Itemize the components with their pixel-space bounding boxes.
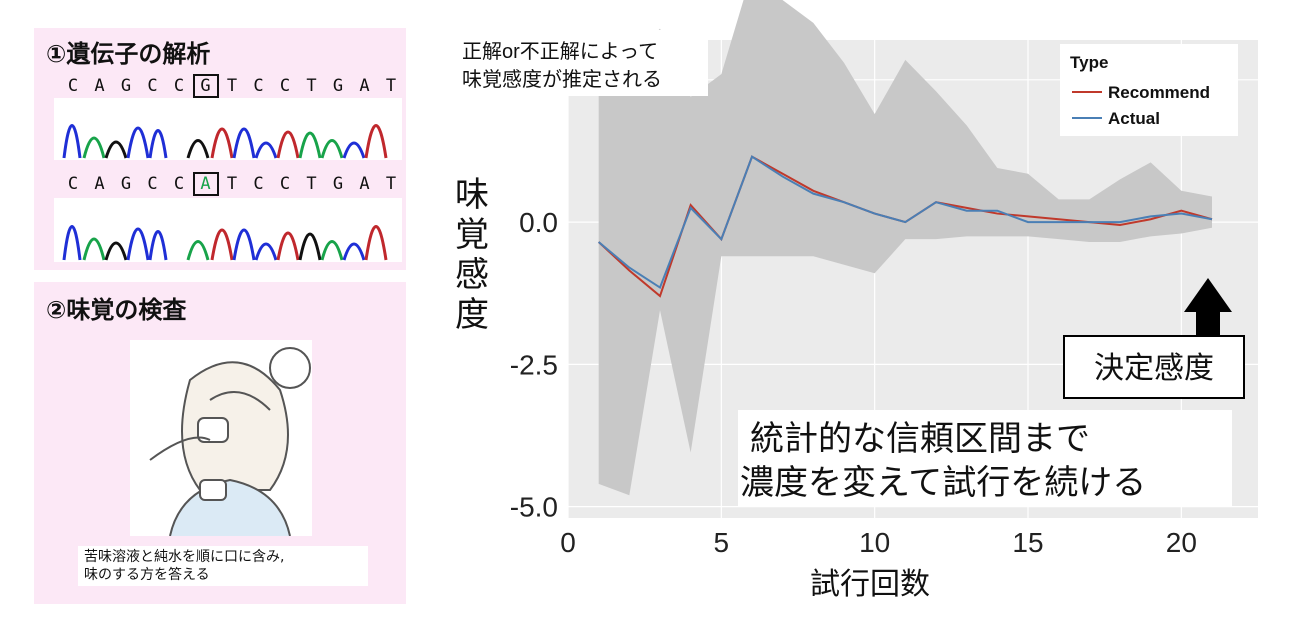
y-axis-label-char: 覚 <box>455 216 489 254</box>
arrow-up-icon <box>1184 278 1232 348</box>
sequence-base: C <box>173 76 185 96</box>
y-axis-label-char: 味 <box>455 176 489 214</box>
y-axis-label-char: 感 <box>455 256 489 294</box>
bottom-note-line-1: 統計的な信頼区間まで <box>750 420 1090 458</box>
sequence-base: A <box>94 174 105 194</box>
taste-sensitivity-chart: 051015202.50.0-2.5-5.0 試行回数 味覚感度 正解or不正解… <box>455 0 1258 601</box>
gene-panel-title: ①遺伝子の解析 <box>46 40 211 68</box>
top-note-line-1: 正解or不正解によって <box>462 40 658 63</box>
sequence-base: G <box>192 74 219 98</box>
taste-panel-title: ②味覚の検査 <box>46 296 187 324</box>
sequence-base: G <box>332 76 344 96</box>
sequence-base: G <box>332 174 344 194</box>
sequence-base: C <box>67 174 79 194</box>
y-axis-label-char: 度 <box>455 296 489 334</box>
final-sensitivity-label: 決定感度 <box>1094 352 1214 385</box>
sequence-base: C <box>279 174 291 194</box>
legend-title: Type <box>1070 53 1108 72</box>
x-tick-label: 15 <box>1012 527 1043 558</box>
x-tick-label: 20 <box>1166 527 1197 558</box>
confidence-interval-band <box>598 0 1212 496</box>
x-tick-label: 10 <box>859 527 890 558</box>
sequence-base: T <box>306 76 317 96</box>
sequence-base: C <box>253 76 264 96</box>
x-axis-label: 試行回数 <box>810 568 930 601</box>
sequence-base: T <box>306 174 317 194</box>
legend-item-actual: Actual <box>1108 109 1160 128</box>
final-sensitivity-box <box>1063 335 1245 399</box>
x-tick-label: 0 <box>560 527 576 558</box>
bottom-note-line-2: 濃度を変えて試行を続ける <box>740 464 1146 502</box>
y-tick-label: -2.5 <box>510 349 558 380</box>
legend: Type Recommend Actual <box>1060 44 1238 136</box>
y-axis-label: 味覚感度 <box>455 176 489 334</box>
sequence-base: C <box>253 174 264 194</box>
sequence-base: C <box>147 76 158 96</box>
sequence-base: G <box>120 76 132 96</box>
y-tick-label: -5.0 <box>510 492 558 523</box>
sequence-base: A <box>359 76 370 96</box>
sequence-base: A <box>359 174 370 194</box>
chromatogram-trace-1 <box>54 98 402 160</box>
taste-test-panel: ②味覚の検査 苦味溶液と純水を順に口に含み, 味のする方を答える <box>34 282 406 604</box>
sequence-base: G <box>120 174 132 194</box>
sequence-base: A <box>192 172 219 196</box>
caption-line-1: 苦味溶液と純水を順に口に含み, <box>84 549 285 565</box>
legend-item-recommend: Recommend <box>1108 83 1210 102</box>
taste-instruction-caption: 苦味溶液と純水を順に口に含み, 味のする方を答える <box>78 546 368 586</box>
axis-ticks: 051015202.50.0-2.5-5.0 <box>510 65 1197 558</box>
top-note-line-2: 味覚感度が推定される <box>462 68 662 91</box>
sequence-base: A <box>94 76 105 96</box>
sequence-base: C <box>279 76 291 96</box>
series-lines <box>597 155 1213 298</box>
sequence-base: C <box>173 174 185 194</box>
caption-line-2: 味のする方を答える <box>84 567 210 583</box>
sequence-base: T <box>385 174 397 194</box>
series-line-actual <box>598 155 1213 290</box>
chromatogram-trace-2 <box>54 198 402 262</box>
sequence-base: C <box>147 174 158 194</box>
sequence-base: C <box>67 76 79 96</box>
sequence-base: T <box>226 174 238 194</box>
y-tick-label: 0.0 <box>519 207 558 238</box>
bottom-note-box <box>738 410 1232 506</box>
top-note-box <box>456 30 708 96</box>
sequence-base: T <box>385 76 397 96</box>
sequence-base: T <box>226 76 238 96</box>
x-tick-label: 5 <box>714 527 730 558</box>
person-drinking-illustration <box>130 340 312 536</box>
